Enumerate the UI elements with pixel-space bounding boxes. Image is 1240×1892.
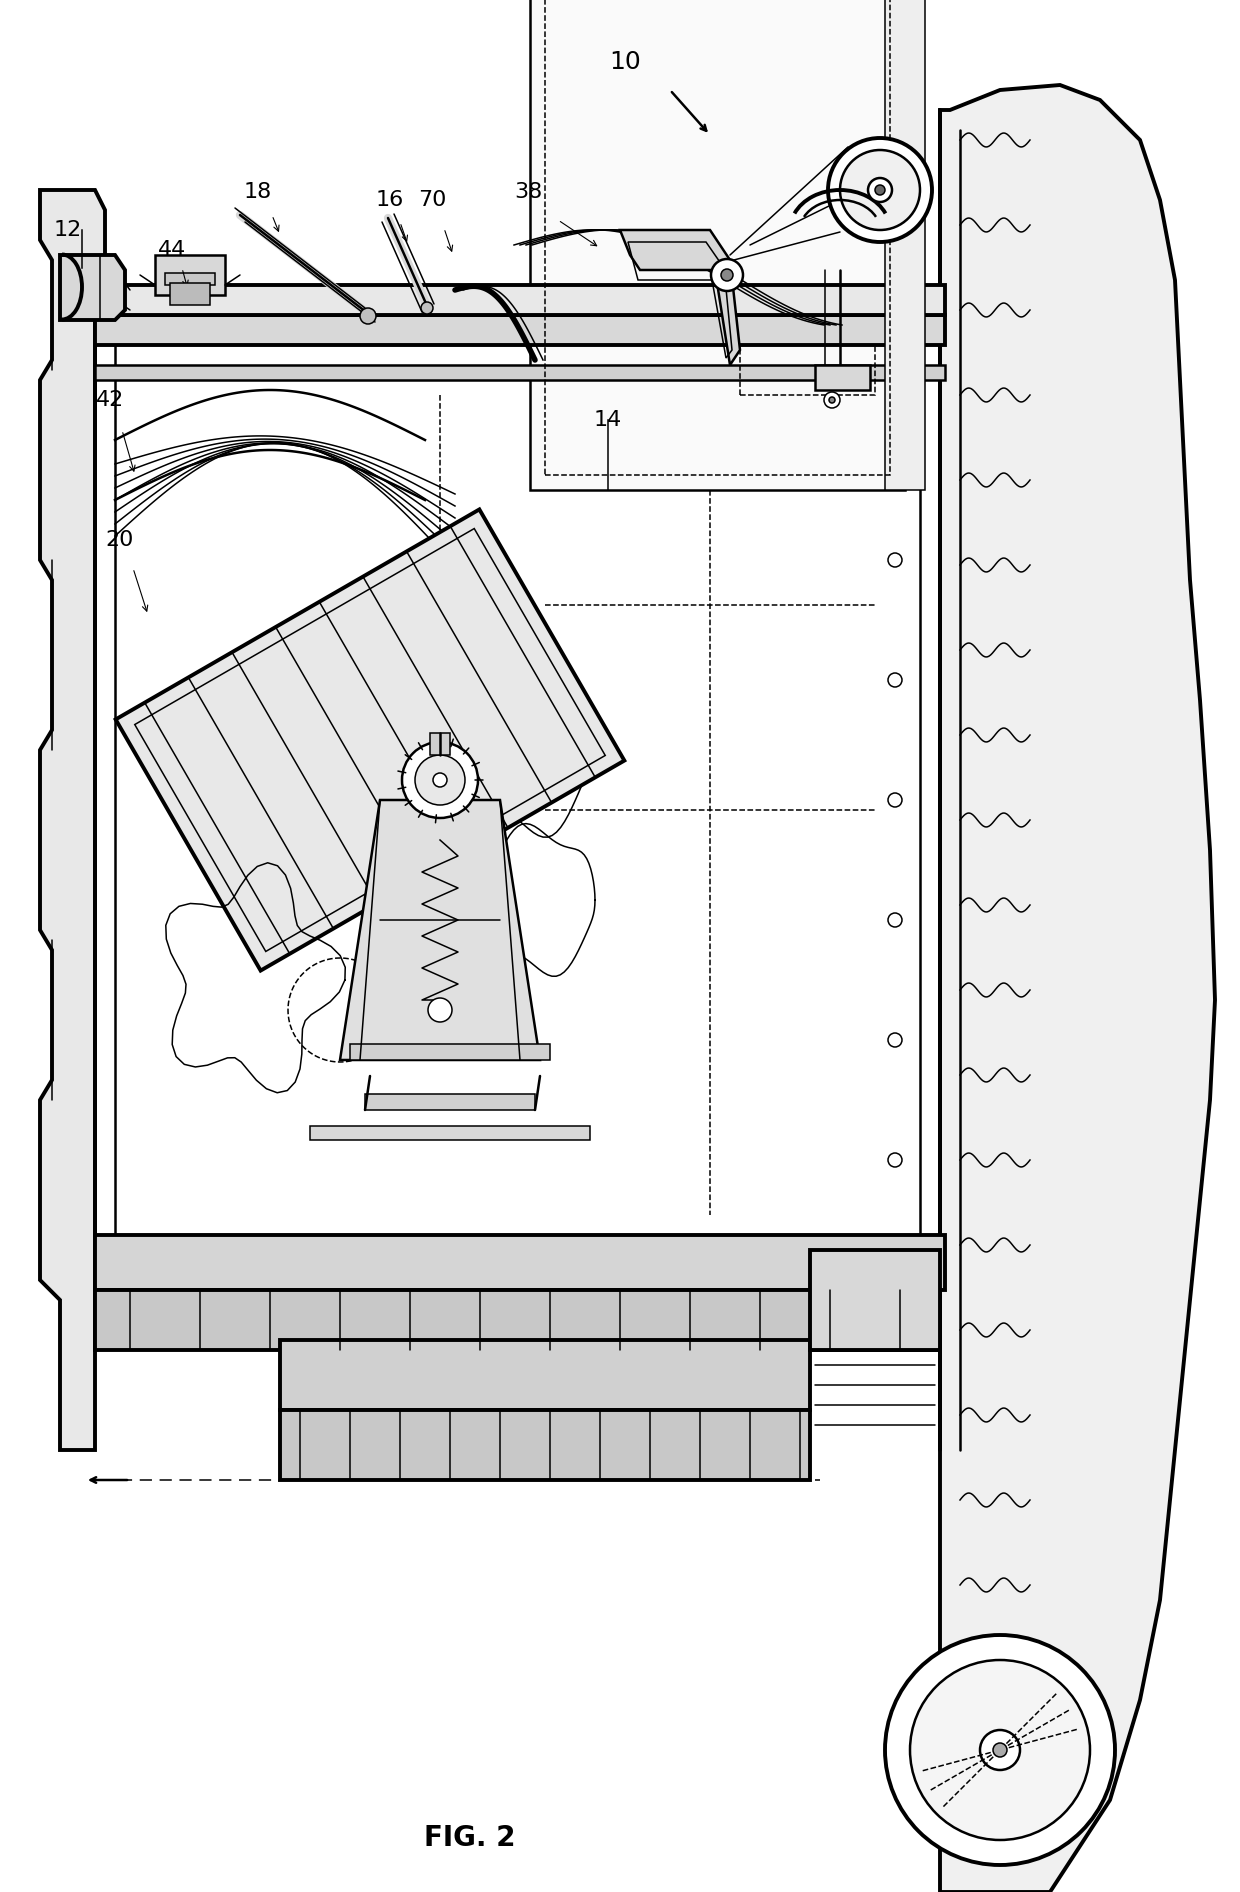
Circle shape <box>415 755 465 804</box>
Bar <box>165 272 215 286</box>
Circle shape <box>828 138 932 242</box>
Text: 70: 70 <box>418 189 446 210</box>
Bar <box>280 1340 810 1410</box>
Bar <box>546 0 890 475</box>
Circle shape <box>888 793 901 808</box>
Bar <box>95 1235 945 1290</box>
Bar <box>95 314 945 344</box>
Circle shape <box>980 1729 1021 1771</box>
Circle shape <box>875 185 885 195</box>
Circle shape <box>433 774 446 787</box>
Circle shape <box>993 1743 1007 1758</box>
Text: 14: 14 <box>594 411 622 429</box>
Circle shape <box>888 674 901 687</box>
Text: FIG. 2: FIG. 2 <box>424 1824 516 1852</box>
Bar <box>280 1410 810 1480</box>
Bar <box>815 365 870 390</box>
Circle shape <box>428 997 453 1022</box>
Bar <box>529 0 905 490</box>
Circle shape <box>910 1659 1090 1841</box>
Bar <box>155 255 224 295</box>
Bar <box>430 732 450 755</box>
Bar <box>350 1044 551 1060</box>
Circle shape <box>839 149 920 231</box>
Circle shape <box>711 259 743 291</box>
Text: 44: 44 <box>157 240 186 259</box>
Polygon shape <box>940 85 1215 1892</box>
Bar <box>95 365 945 380</box>
Bar <box>95 1290 940 1351</box>
Text: 18: 18 <box>244 182 272 202</box>
Circle shape <box>402 742 477 817</box>
Circle shape <box>885 1635 1115 1866</box>
Circle shape <box>830 397 835 403</box>
Bar <box>310 1126 590 1141</box>
Polygon shape <box>40 189 120 1449</box>
Text: 20: 20 <box>105 530 134 551</box>
Circle shape <box>360 308 376 324</box>
Polygon shape <box>115 509 625 971</box>
Bar <box>885 0 925 490</box>
Bar <box>170 284 210 305</box>
Text: 16: 16 <box>376 189 404 210</box>
Polygon shape <box>340 800 539 1060</box>
Circle shape <box>720 269 733 282</box>
Text: 12: 12 <box>53 219 82 240</box>
Polygon shape <box>620 231 740 365</box>
Circle shape <box>888 914 901 927</box>
Text: 10: 10 <box>609 49 641 74</box>
Text: 38: 38 <box>513 182 542 202</box>
Bar <box>810 1251 940 1351</box>
Circle shape <box>888 1033 901 1046</box>
Bar <box>740 344 875 395</box>
Circle shape <box>825 392 839 409</box>
Circle shape <box>888 1152 901 1167</box>
Circle shape <box>888 552 901 568</box>
Bar <box>365 1094 534 1111</box>
Bar <box>95 286 945 314</box>
Circle shape <box>868 178 892 202</box>
Circle shape <box>422 303 433 314</box>
Polygon shape <box>60 255 125 320</box>
Text: 42: 42 <box>95 390 124 411</box>
